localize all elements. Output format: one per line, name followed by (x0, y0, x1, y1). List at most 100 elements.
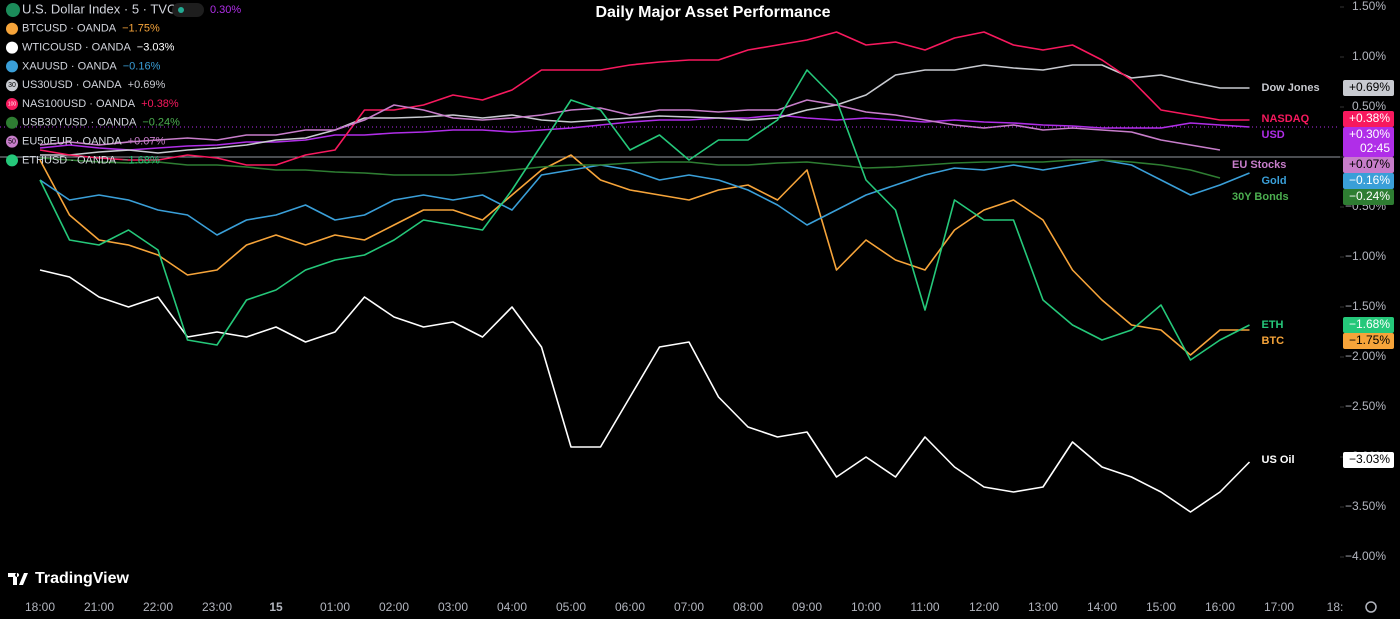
series-name: NASDAQ (1262, 113, 1310, 125)
series-name: US Oil (1262, 454, 1295, 466)
gear[interactable] (1365, 601, 1377, 613)
x-tick-label: 16:00 (1205, 600, 1235, 614)
y-tick-label: −4.00% (1345, 549, 1386, 563)
legend-icon (6, 135, 18, 148)
value-badge (1343, 127, 1394, 157)
x-tick-label: 06:00 (615, 600, 645, 614)
series-line (39, 269, 1251, 513)
series-name: Dow Jones (1262, 82, 1320, 94)
series-line (40, 64, 1250, 156)
legend-value: −3.03% (137, 42, 175, 54)
x-tick-label: 03:00 (438, 600, 468, 614)
legend-symbol: US30USD · OANDA (22, 79, 122, 91)
x-tick-label: 02:00 (379, 600, 409, 614)
legend-icon (6, 3, 20, 17)
x-tick-label: 05:00 (556, 600, 586, 614)
legend-symbol: EU50EUR · OANDA (22, 136, 122, 148)
series-line (39, 114, 1250, 151)
legend-symbol: WTICOUSD · OANDA (22, 42, 131, 54)
value-badge-label: −1.68% (1349, 317, 1390, 331)
value-badge-label: +0.69% (1349, 80, 1390, 94)
value-badge-label: +0.30% (1349, 127, 1390, 141)
y-tick-label: −2.50% (1345, 399, 1386, 413)
series-line (39, 69, 1250, 361)
x-tick-label: 17:00 (1264, 600, 1294, 614)
x-tick-label: 04:00 (497, 600, 527, 614)
settings-icon[interactable] (1365, 601, 1377, 613)
value-badge (1343, 317, 1394, 333)
series-line (39, 31, 1250, 166)
series-line (39, 159, 1250, 236)
legend-symbol: NAS100USD · OANDA (22, 98, 136, 110)
legend-icon (6, 116, 18, 129)
y-tick-label: −3.50% (1345, 499, 1386, 513)
legend-symbol: BTCUSD · OANDA (22, 23, 117, 35)
x-tick-label: 08:00 (733, 600, 763, 614)
legend-symbol: USB30YUSD · OANDA (22, 117, 137, 129)
legend-value: +0.38% (141, 98, 179, 110)
legend-icon-text: 50 (8, 138, 16, 145)
legend-status-dot (178, 7, 184, 13)
y-tick-label: −1.00% (1345, 249, 1386, 263)
brand-text: TradingView (35, 570, 130, 587)
value-badge-label: −0.24% (1349, 189, 1390, 203)
value-badge-label: +0.07% (1349, 157, 1390, 171)
x-tick-label: 15 (269, 600, 283, 614)
x-tick-label: 12:00 (969, 600, 999, 614)
legend: U.S. Dollar Index · 5 · TVC 0.30% BTCUSD ·… (6, 1, 241, 167)
series-name: BTC (1262, 335, 1285, 347)
series-name: Gold (1262, 175, 1287, 187)
countdown: 02:45 (1360, 141, 1390, 155)
series-line (39, 99, 1221, 151)
legend-icon (6, 41, 18, 54)
legend-icon (6, 154, 18, 167)
value-badge (1343, 157, 1394, 173)
value-badge (1343, 333, 1394, 349)
legend-value: −1.68% (122, 154, 160, 166)
x-tick-label: 11:00 (910, 600, 939, 614)
x-tick-label: 23:00 (202, 600, 232, 614)
value-badge-label: −1.75% (1349, 333, 1390, 347)
x-tick-label: 22:00 (143, 600, 173, 614)
series-name: ETH (1262, 319, 1284, 331)
series-name: USD (1262, 129, 1285, 141)
x-tick-label: 21:00 (84, 600, 114, 614)
legend-icon-text: 100 (8, 101, 17, 107)
y-tick-label: −2.00% (1345, 349, 1386, 363)
chart-title: Daily Major Asset Performance (595, 4, 830, 21)
x-tick-label: 18:00 (25, 600, 55, 614)
legend-symbol: U.S. Dollar Index · 5 · TVC (22, 1, 176, 16)
value-badge-label: −3.03% (1349, 452, 1390, 466)
legend-icon (6, 22, 18, 35)
series-name: 30Y Bonds (1232, 191, 1289, 203)
legend-value: −0.16% (123, 60, 161, 72)
brand: TradingView (8, 570, 130, 587)
y-tick-label: 1.50% (1352, 0, 1386, 13)
y-tick-label: 0.50% (1352, 99, 1386, 113)
value-badge-label: +0.38% (1349, 111, 1390, 125)
series-line (39, 157, 1221, 179)
x-tick-label: 10:00 (851, 600, 881, 614)
legend-icon-text: 30 (8, 82, 16, 89)
legend-value: −0.24% (142, 117, 180, 129)
series-name: EU Stocks (1232, 159, 1286, 171)
legend-icon (6, 79, 18, 92)
series-line (39, 154, 1250, 356)
value-badge (1343, 111, 1394, 127)
x-tick-label: 01:00 (320, 600, 350, 614)
legend-status (172, 3, 204, 17)
brand-icon (8, 573, 28, 585)
legend-icon (6, 98, 18, 110)
x-tick-label: 14:00 (1087, 600, 1117, 614)
value-badge (1343, 173, 1394, 189)
y-tick-label: 1.00% (1352, 49, 1386, 63)
x-tick-label: 13:00 (1028, 600, 1058, 614)
value-badge (1343, 189, 1394, 205)
x-tick-label: 15:00 (1146, 600, 1176, 614)
legend-symbol: ETHUSD · OANDA (22, 154, 117, 166)
legend-value: −1.75% (122, 23, 160, 35)
legend-value: 0.30% (210, 4, 241, 16)
